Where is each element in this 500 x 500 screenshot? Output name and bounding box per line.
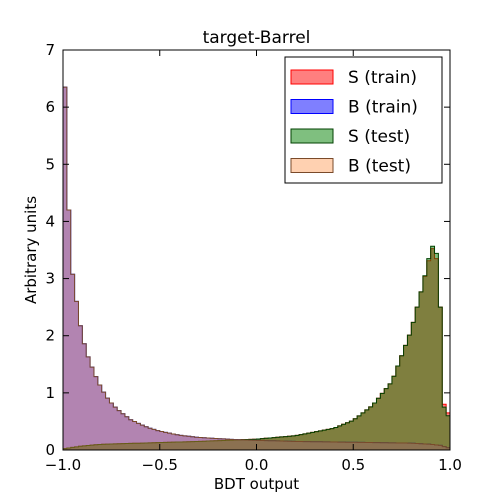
legend-label: B (train) xyxy=(348,98,418,118)
y-tick-label: 1 xyxy=(45,384,55,402)
chart-title: target-Barrel xyxy=(203,28,311,48)
x-tick-labels: −1.0 −0.5 0.0 0.5 1.0 xyxy=(45,456,462,474)
x-tick-label: 1.0 xyxy=(438,456,462,474)
series-3-histogram xyxy=(62,86,451,451)
ticks-layer xyxy=(62,49,451,451)
y-axis-label: Arbitrary units xyxy=(22,196,40,304)
legend-swatch xyxy=(290,128,334,144)
legend-label: S (train) xyxy=(348,68,417,88)
legend-swatch xyxy=(290,99,334,114)
y-tick-label: 7 xyxy=(45,41,55,59)
y-tick-label: 2 xyxy=(45,327,55,345)
legend-swatch xyxy=(290,69,334,85)
x-axis-label: BDT output xyxy=(214,475,299,493)
y-tick-label: 0 xyxy=(45,441,55,459)
series-2-histogram xyxy=(62,245,451,451)
legend-label: B (test) xyxy=(348,157,411,177)
x-tick-label: −0.5 xyxy=(142,456,178,474)
x-tick-label: −1.0 xyxy=(45,456,81,474)
legend: S (train) B (train) S (test) B (test) xyxy=(284,56,443,184)
y-tick-label: 6 xyxy=(45,98,55,116)
y-tick-label: 4 xyxy=(45,212,55,230)
x-tick-label: 0.0 xyxy=(245,456,269,474)
x-tick-label: 0.5 xyxy=(341,456,365,474)
legend-swatch xyxy=(290,158,334,173)
y-tick-label: 3 xyxy=(45,270,55,288)
y-tick-label: 5 xyxy=(45,155,55,173)
y-tick-labels: 0 1 2 3 4 5 6 7 xyxy=(45,41,55,459)
series-layer xyxy=(62,86,451,451)
legend-label: S (test) xyxy=(348,127,410,147)
